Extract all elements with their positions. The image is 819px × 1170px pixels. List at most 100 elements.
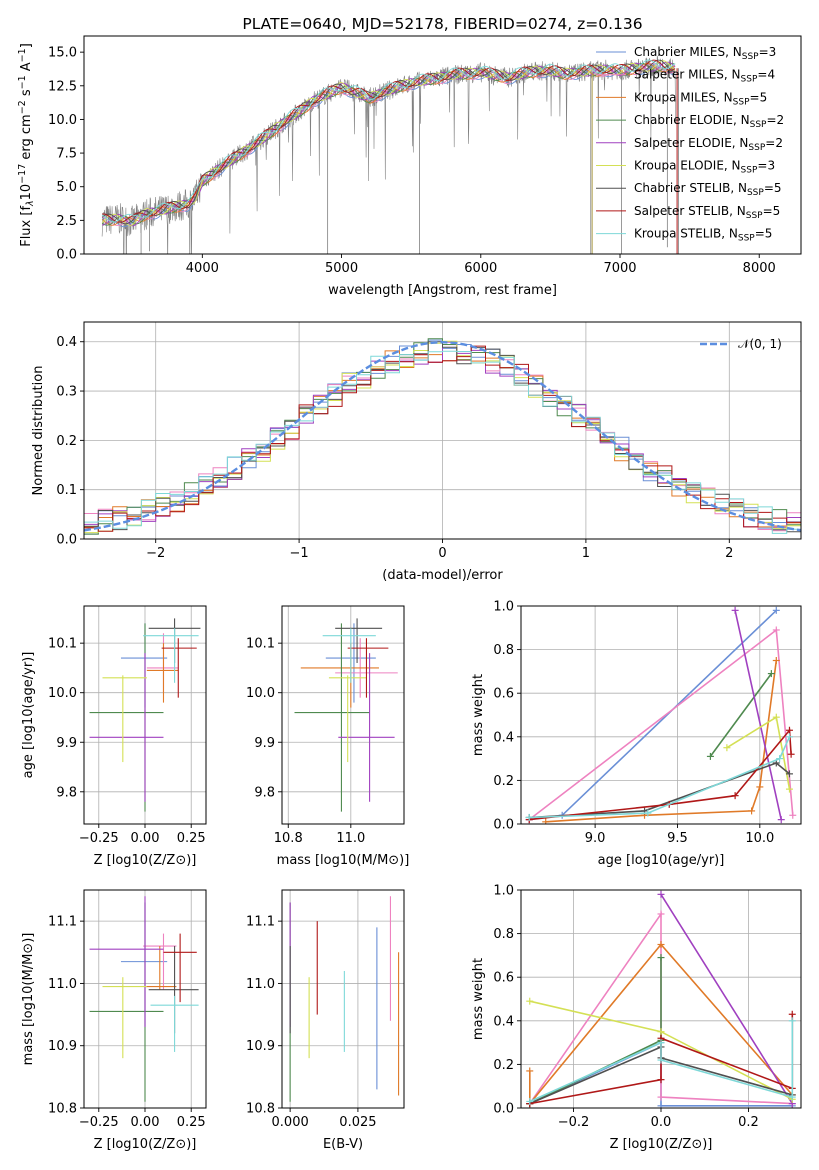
mass_vs_Z-ytick-label: 11.0 xyxy=(48,977,77,992)
legend-label-kroupa_stelib: Kroupa STELIB, NSSP=5 xyxy=(634,227,772,244)
weight_vs_age-marker-kroupa_stelib xyxy=(785,733,793,741)
mass_vs_Z-point-salpeter_stelib xyxy=(163,933,197,1003)
legend-label-chabrier_stelib: Chabrier STELIB, NSSP=5 xyxy=(634,181,782,198)
spectrum-ylabel-part: −2 xyxy=(17,100,28,114)
weight_vs_Z-series-kroupa_miles xyxy=(529,943,793,1106)
weight_vs_age-panel: 9.0 9.5 10.0 0.0 0.2 0.4 0.6 0.8 1.0 xyxy=(493,600,802,846)
residuals-plot-area xyxy=(84,338,801,535)
legend-sub: SSP xyxy=(733,97,750,107)
spectrum-ytick-label: 0.0 xyxy=(56,248,77,263)
weight_vs_age-ytick-label: 0.8 xyxy=(493,643,514,658)
mass_vs_Z-ytick-label: 10.8 xyxy=(48,1102,77,1117)
weight-vs-Z-xlabel: Z [log10(Z/Z⊙)] xyxy=(610,1137,713,1152)
spectrum-title: PLATE=0640, MJD=52178, FIBERID=0274, z=0… xyxy=(242,15,642,33)
mass_vs_ebv-panel: 0.000 0.025 10.8 10.9 11.0 11.1 xyxy=(246,889,405,1130)
legend-name: Chabrier ELODIE, N xyxy=(634,113,750,127)
weight_vs_Z-frame xyxy=(520,889,802,1109)
age_vs_Z-xtick-label: −0.25 xyxy=(79,831,119,846)
age_vs_mass-point-kroupa_miles xyxy=(300,643,379,708)
legend-val: =5 xyxy=(755,227,773,241)
weight_vs_age-marker-kroupa_miles xyxy=(756,783,764,791)
weight_vs_age-series-salpeter_miles xyxy=(528,628,794,821)
age_vs_mass-frame xyxy=(281,605,405,825)
legend-val: =3 xyxy=(757,159,775,173)
age_vs_mass-point-kroupa_elodie xyxy=(328,675,367,763)
weight_vs_Z-marker-kroupa_stelib xyxy=(657,1039,665,1047)
weight_vs_Z-marker-salpeter_miles xyxy=(657,1093,665,1101)
weight_vs_Z-xtick-label: 0.2 xyxy=(738,1115,759,1130)
age_vs_Z-ytick-label: 10.0 xyxy=(48,686,77,701)
age_vs_mass-xtick-label: 11.0 xyxy=(336,831,365,846)
weight_vs_age-marker-salpeter_elodie xyxy=(777,816,785,824)
weight_vs_age-marker-kroupa_miles xyxy=(542,818,550,824)
weight_vs_Z-marker-kroupa_elodie xyxy=(526,997,534,1005)
weight_vs_age-marker-kroupa_miles xyxy=(772,657,780,664)
normal-curve xyxy=(84,340,801,532)
mass_vs_Z-ytick-label: 10.9 xyxy=(48,1039,77,1054)
legend-sub: SSP xyxy=(750,120,767,130)
weight_vs_age-marker-kroupa_elodie xyxy=(772,713,780,721)
weight_vs_age-marker-kroupa_stelib xyxy=(644,809,652,817)
spectrum-ylabel: Flux [fλ10−17 erg cm−2 s−1 A−1] xyxy=(17,43,36,247)
spectrum-ylabel-part: −1 xyxy=(17,48,28,62)
age_vs_Z-point-kroupa_stelib xyxy=(143,628,199,683)
spectrum-xtick-label: 7000 xyxy=(603,261,636,276)
age_vs_Z-point-salpeter_stelib xyxy=(161,638,197,698)
mass_vs_Z-panel: −0.25 0.00 0.25 10.8 10.9 11.0 11.1 xyxy=(48,889,207,1130)
mass_vs_ebv-ytick-label: 11.1 xyxy=(246,915,275,930)
age_vs_Z-point-chabrier_elodie xyxy=(89,623,164,812)
spectrum-model-line-salpeter_stelib xyxy=(102,59,676,223)
spectrum-ylabel-part: ] xyxy=(19,43,34,48)
mass_vs_ebv-plot-area xyxy=(289,896,400,1102)
weight_vs_Z-ytick-label: 0.4 xyxy=(493,1014,514,1029)
weight_vs_age-marker-chabrier_stelib xyxy=(785,770,793,778)
age_vs_mass-plot-area xyxy=(294,618,398,812)
weight_vs_Z-marker-salpeter_elodie xyxy=(657,890,665,898)
legend-name: Salpeter ELODIE, N xyxy=(634,136,748,150)
residuals-ytick-label: 0.1 xyxy=(56,483,77,498)
spectrum-ylabel-part: A xyxy=(19,62,34,75)
mass-vs-Z-xlabel: Z [log10(Z/Z⊙)] xyxy=(94,1137,197,1152)
spectrum-ylabel-part: −17 xyxy=(17,164,28,184)
mass_vs_Z-point-salpeter_elodie xyxy=(89,896,164,1028)
weight_vs_age-marker-salpeter_elodie xyxy=(731,606,739,614)
age_vs_Z-xtick-label: 0.00 xyxy=(131,831,160,846)
residuals-panel: −2 −1 0 1 2 0.0 0.1 0.2 0.3 0.4 xyxy=(56,321,802,561)
mass_vs_ebv-ytick-label: 10.8 xyxy=(246,1102,275,1117)
weight_vs_age-marker-kroupa_stelib xyxy=(776,755,784,763)
spectrum-ytick-label: 15.0 xyxy=(48,46,77,61)
residuals-xlabel: (data-model)/error xyxy=(382,568,503,583)
weight-vs-age-ylabel: mass weight xyxy=(471,674,486,756)
weight_vs_age-ytick-label: 0.6 xyxy=(493,687,514,702)
spectrum-xlabel: wavelength [Angstrom, rest frame] xyxy=(328,283,557,298)
age-vs-Z-ylabel: age [log10(age/yr)] xyxy=(21,652,36,779)
weight_vs_age-series-chabrier_miles xyxy=(529,609,777,821)
spectrum-model-line-kroupa_stelib xyxy=(101,59,676,223)
legend-label-chabrier_elodie: Chabrier ELODIE, NSSP=2 xyxy=(634,113,784,130)
weight_vs_Z-marker-kroupa_stelib xyxy=(788,1093,796,1101)
weight_vs_age-marker-kroupa_stelib xyxy=(525,813,533,821)
legend-val: =5 xyxy=(764,181,782,195)
mass_vs_ebv-xtick-label: 0.000 xyxy=(272,1115,309,1130)
age_vs_mass-ytick-label: 10.0 xyxy=(246,686,275,701)
legend-val: =4 xyxy=(757,68,775,82)
weight_vs_Z-marker-kroupa_miles xyxy=(657,941,665,948)
spectrum-ylabel-part: s xyxy=(19,89,34,100)
legend-sub: SSP xyxy=(742,52,759,62)
weight_vs_age-marker-chabrier_elodie xyxy=(767,670,775,678)
legend-name: Salpeter MILES, N xyxy=(634,68,741,82)
mass_vs_ebv-ytick-label: 10.9 xyxy=(246,1039,275,1054)
mass_vs_Z-point-chabrier_elodie xyxy=(89,902,164,1102)
weight_vs_Z-ytick-label: 0.0 xyxy=(493,1102,514,1117)
legend-val: =5 xyxy=(763,204,781,218)
mass_vs_ebv-xtick-label: 0.025 xyxy=(339,1115,376,1130)
weight_vs_age-xtick-label: 9.5 xyxy=(667,831,688,846)
legend-sub: SSP xyxy=(741,166,758,176)
residuals-xtick-label: −1 xyxy=(290,546,309,561)
mass_vs_Z-xtick-label: 0.00 xyxy=(131,1115,160,1130)
weight_vs_Z-marker-kroupa_stelib xyxy=(657,1056,665,1064)
spectrum-frame xyxy=(83,35,802,255)
age_vs_Z-ytick-label: 10.1 xyxy=(48,637,77,652)
mass_vs_Z-point-kroupa_stelib xyxy=(150,995,199,1052)
